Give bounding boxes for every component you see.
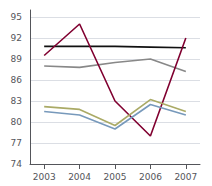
svg-text:86: 86 [11,75,23,85]
svg-text:2007: 2007 [174,172,197,182]
svg-text:74: 74 [11,159,23,169]
svg-text:2005: 2005 [104,172,127,182]
svg-text:95: 95 [11,12,22,22]
svg-text:89: 89 [11,54,23,64]
svg-text:2006: 2006 [139,172,162,182]
svg-text:2003: 2003 [33,172,56,182]
svg-text:2004: 2004 [68,172,91,182]
svg-text:92: 92 [11,33,22,43]
svg-text:83: 83 [11,96,22,106]
svg-text:77: 77 [11,138,22,148]
svg-text:80: 80 [11,117,23,127]
